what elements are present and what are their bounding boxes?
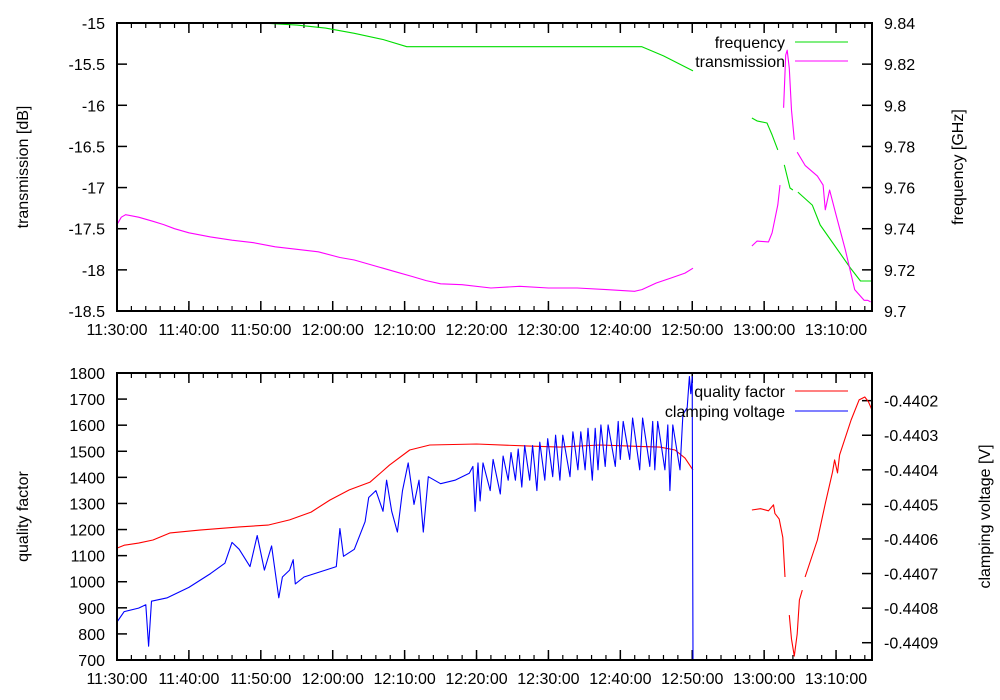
- x-tick-label: 13:10:00: [805, 322, 867, 339]
- series-quality-factor: [116, 396, 873, 657]
- x-tick-label: 12:00:00: [302, 671, 364, 688]
- x-tick-label: 12:30:00: [517, 671, 579, 688]
- x-tick-label: 12:20:00: [445, 322, 507, 339]
- y-tick-label: -15: [82, 16, 105, 33]
- series-line-segment: [117, 22, 694, 72]
- series-frequency: [117, 22, 872, 282]
- y-tick-label: 1500: [69, 444, 105, 461]
- series-line-segment: [783, 164, 794, 191]
- x-tick-label: 12:10:00: [373, 322, 435, 339]
- x-tick-label: 12:20:00: [445, 671, 507, 688]
- x-tick-label: 11:40:00: [158, 322, 219, 339]
- x-tick-label: 12:50:00: [661, 322, 723, 339]
- y2-axis-label: frequency [GHz]: [950, 109, 967, 225]
- y-tick-label: 1300: [69, 496, 105, 513]
- x-tick-label: 11:50:00: [230, 322, 291, 339]
- y2-tick-label: 9.74: [884, 222, 915, 239]
- y-tick-label: 700: [78, 653, 105, 670]
- series-clamping-voltage: [116, 375, 694, 661]
- x-tick-label: 13:00:00: [733, 671, 795, 688]
- y2-tick-label: 9.84: [884, 16, 915, 33]
- y-tick-label: -18: [82, 263, 105, 280]
- y-axis-label: quality factor: [15, 470, 32, 561]
- x-tick-label: 12:10:00: [373, 671, 435, 688]
- x-tick-label: 12:30:00: [517, 322, 579, 339]
- panel-top: 11:30:00 11:40:00 11:50:00 12:00:00 12:10:00…: [15, 16, 967, 339]
- y2-tick-label: -0.4408: [884, 601, 938, 618]
- panel-bottom: 11:30:00 11:40:00 11:50:00 12:00:00 12:10:00…: [15, 366, 994, 688]
- legend-label: clamping voltage: [665, 404, 785, 421]
- y2-tick-label: -0.4403: [884, 428, 938, 445]
- series-line-segment: [783, 49, 795, 140]
- x-tick-label: 13:10:00: [805, 671, 867, 688]
- x-tick-label: 11:30:00: [86, 671, 147, 688]
- legend-label: quality factor: [694, 384, 785, 401]
- y-tick-label: 1100: [71, 549, 106, 566]
- x-tick-label: 12:50:00: [661, 671, 723, 688]
- series-line-segment: [116, 214, 694, 292]
- y-tick-label: 1700: [69, 392, 105, 409]
- y-tick-label: -15.5: [69, 57, 106, 74]
- plot-frame: [116, 372, 873, 661]
- y-tick-label: 1400: [69, 470, 105, 487]
- y-tick-label: -16.5: [69, 139, 106, 156]
- series-line-segment: [116, 375, 694, 661]
- x-tick-label: 13:00:00: [733, 322, 795, 339]
- x-tick-label: 12:40:00: [589, 671, 651, 688]
- series-transmission: [116, 49, 871, 303]
- y2-tick-label: -0.4405: [884, 497, 938, 514]
- x-tick-label: 12:40:00: [589, 322, 651, 339]
- series-line-segment: [116, 443, 694, 549]
- y2-tick-label: -0.4404: [884, 463, 938, 480]
- y-tick-label: 1200: [69, 523, 105, 540]
- y-tick-label: -18.5: [69, 304, 106, 321]
- y2-axis-label: clamping voltage [V]: [977, 444, 994, 588]
- y-tick-label: -17: [82, 181, 105, 198]
- y2-tick-label: 9.76: [884, 181, 915, 198]
- y-tick-label: 1800: [69, 366, 105, 383]
- y2-tick-label: -0.4402: [884, 394, 938, 411]
- x-tick-label: 11:30:00: [86, 322, 147, 339]
- y-tick-label: 1000: [69, 575, 105, 592]
- series-line-segment: [796, 151, 871, 303]
- y-tick-label: 800: [78, 627, 105, 644]
- series-line-segment: [804, 396, 873, 578]
- y-tick-label: -16: [82, 98, 105, 115]
- legend-label: frequency: [715, 35, 785, 52]
- y2-tick-label: -0.4406: [884, 532, 938, 549]
- series-line-segment: [797, 191, 872, 282]
- y2-tick-label: -0.4409: [884, 636, 938, 653]
- y-tick-label: -17.5: [69, 222, 106, 239]
- y2-tick-label: 9.78: [884, 139, 915, 156]
- y2-tick-label: -0.4407: [884, 567, 938, 584]
- y2-tick-label: 9.72: [884, 263, 915, 280]
- series-line-segment: [788, 589, 803, 657]
- y-tick-label: 1600: [69, 418, 105, 435]
- x-tick-label: 11:50:00: [230, 671, 291, 688]
- y2-tick-label: 9.82: [884, 57, 915, 74]
- x-tick-label: 12:00:00: [302, 322, 364, 339]
- y2-tick-label: 9.8: [884, 98, 906, 115]
- y-axis-label: transmission [dB]: [15, 106, 32, 229]
- series-line-segment: [751, 117, 779, 151]
- y-tick-label: 900: [78, 601, 105, 618]
- legend-label: transmission: [695, 54, 785, 71]
- y2-tick-label: 9.7: [884, 304, 906, 321]
- plot-frame: [116, 22, 873, 312]
- x-tick-label: 11:40:00: [158, 671, 219, 688]
- series-line-segment: [751, 185, 781, 247]
- series-line-segment: [751, 504, 786, 578]
